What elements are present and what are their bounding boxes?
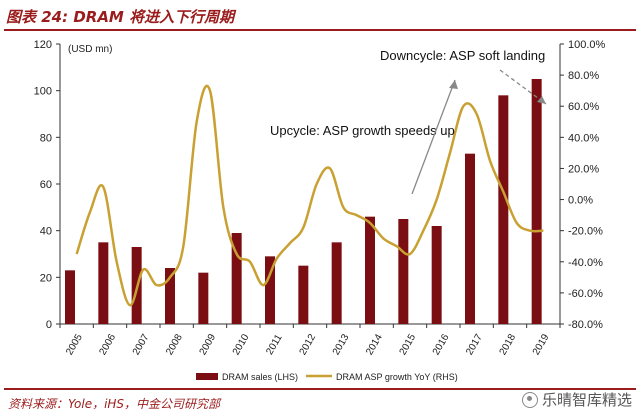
- y-right-tick-label: -80.0%: [568, 319, 603, 331]
- arrow-down-icon: [537, 96, 546, 104]
- bar-2013: [331, 242, 342, 324]
- bar-2017: [465, 153, 475, 324]
- x-tick-label: 2012: [298, 332, 319, 357]
- y-left-tick-label: 60: [40, 179, 52, 191]
- legend-bar-swatch: [196, 373, 218, 380]
- y-left-tick-label: 40: [40, 226, 52, 238]
- x-tick-label: 2018: [498, 332, 519, 357]
- x-tick-label: 2011: [264, 332, 284, 357]
- source-divider: [4, 388, 636, 390]
- y-right-tick-label: 0.0%: [568, 195, 593, 207]
- x-tick-label: 2014: [364, 332, 385, 357]
- bar-2006: [98, 242, 109, 324]
- x-tick-label: 2017: [464, 332, 485, 357]
- bar-2005: [65, 270, 75, 324]
- y-right-tick-label: 40.0%: [568, 132, 599, 144]
- bar-2011: [265, 256, 275, 324]
- bar-2008: [165, 268, 175, 324]
- legend-bar-label: DRAM sales (LHS): [222, 372, 298, 382]
- bar-2015: [398, 219, 409, 324]
- legend: DRAM sales (LHS) DRAM ASP growth YoY (RH…: [196, 372, 458, 382]
- bar-2009: [198, 272, 209, 324]
- y-axis-left-label: (USD mn): [68, 44, 112, 55]
- y-left-tick-label: 20: [40, 272, 52, 284]
- y-left-tick-label: 0: [46, 319, 52, 331]
- wechat-like-icon: [521, 391, 538, 408]
- dram-chart: 0 20 40 60 80 100 120 -80.0% -60.0% -40.0% -20.0% 0…: [34, 39, 606, 382]
- annotation-upcycle: Upcycle: ASP growth speeds up: [270, 123, 455, 138]
- y-right-tick-label: 80.0%: [568, 70, 599, 82]
- y-right-tick-label: -60.0%: [568, 288, 603, 300]
- y-right-tick-label: -20.0%: [568, 226, 603, 238]
- bar-2010: [231, 233, 242, 324]
- x-tick-label: 2019: [531, 332, 552, 357]
- x-tick-label: 2013: [331, 332, 352, 357]
- bar-2018: [498, 95, 509, 324]
- watermark-text: 乐晴智库精选: [541, 391, 632, 409]
- title-divider: [4, 29, 636, 31]
- annotation-arrows: [411, 69, 547, 195]
- x-tick-label: 2006: [98, 332, 119, 357]
- y-left-tick-label: 120: [34, 39, 52, 51]
- y-right-tick-label: 60.0%: [568, 101, 599, 113]
- x-tick-label: 2015: [398, 332, 419, 357]
- watermark: 乐晴智库精选: [521, 389, 632, 410]
- x-tick-label: 2009: [198, 332, 219, 357]
- y-right-tick-label: 100.0%: [568, 39, 606, 51]
- annotation-downcycle: Downcycle: ASP soft landing: [380, 48, 545, 63]
- x-tick-label: 2016: [431, 332, 452, 357]
- bar-2016: [431, 226, 442, 324]
- y-right-tick-label: -40.0%: [568, 257, 603, 269]
- bar-2019: [531, 79, 542, 324]
- y-left-tick-label: 100: [34, 86, 52, 98]
- arrow-up-icon: [449, 80, 458, 89]
- y-left-tick-label: 80: [40, 132, 52, 144]
- legend-line-label: DRAM ASP growth YoY (RHS): [336, 372, 458, 382]
- x-tick-label: 2005: [64, 332, 85, 357]
- bar-2012: [298, 265, 309, 324]
- figure-title: 图表 24: DRAM 将进入下行周期: [6, 8, 235, 26]
- bar-2014: [365, 216, 375, 324]
- source-note: 资料来源：Yole，iHS，中金公司研究部: [8, 397, 221, 411]
- x-tick-label: 2008: [164, 332, 185, 357]
- asp-growth-line: [75, 84, 544, 307]
- x-tick-label: 2007: [131, 332, 152, 357]
- y-right-tick-label: 20.0%: [568, 163, 599, 175]
- x-tick-label: 2010: [231, 332, 252, 357]
